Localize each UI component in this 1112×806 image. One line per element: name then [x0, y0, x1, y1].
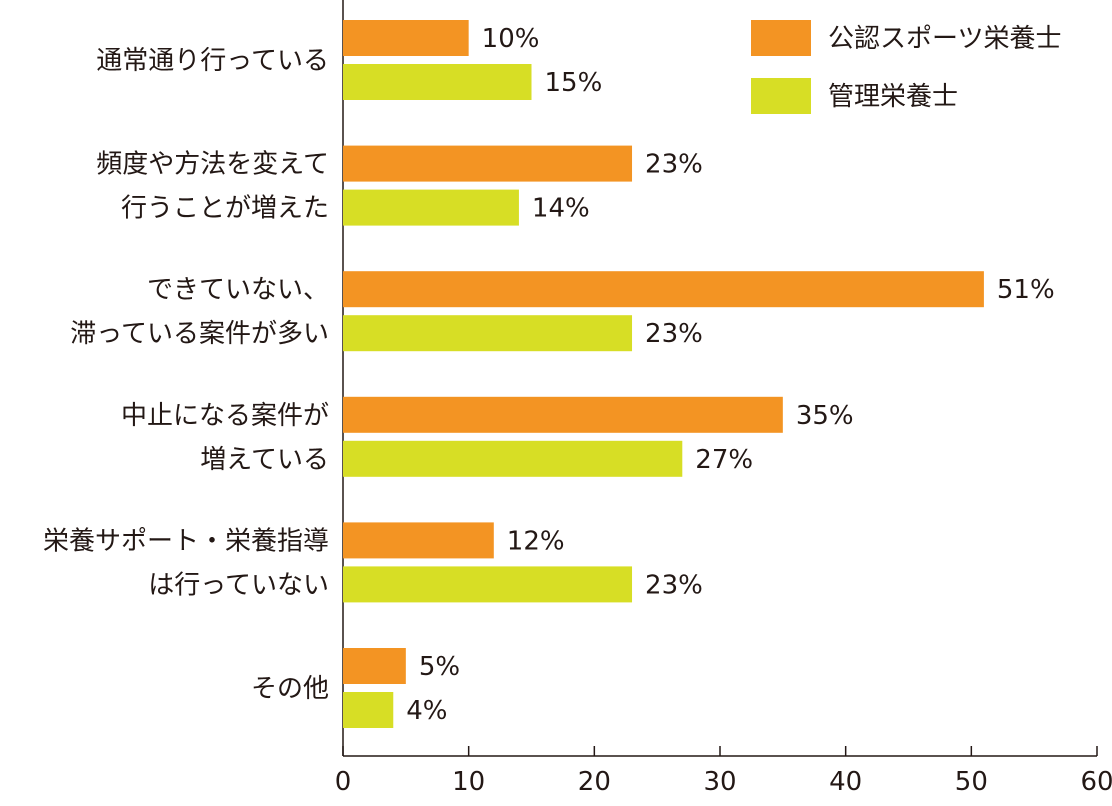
data-label: 23% [645, 319, 703, 349]
x-tick-label: 20 [578, 767, 611, 797]
x-tick-label: 0 [335, 767, 352, 797]
category-label: 頻度や方法を変えて [96, 150, 329, 180]
category-label: 滞っている案件が多い [70, 319, 329, 349]
data-label: 10% [482, 24, 540, 54]
data-label: 23% [645, 150, 703, 180]
category-labels: 通常通り行っている頻度や方法を変えて行うことが増えたできていない、滞っている案件… [43, 46, 329, 704]
category-label: その他 [251, 674, 329, 704]
legend-swatch [751, 20, 811, 56]
x-tick-label: 30 [703, 767, 736, 797]
bar-series-2 [343, 440, 683, 477]
bar-series-2 [343, 566, 633, 603]
category-label: は行っていない [148, 570, 329, 600]
bar-series-1 [343, 648, 406, 684]
data-label: 35% [796, 401, 854, 431]
x-tick-label: 40 [829, 767, 862, 797]
value-labels: 10%15% 23% 14% 51% 23% 35% 27% 12% 23% 5% 4% [406, 24, 1054, 726]
data-label: 51% [997, 275, 1055, 305]
legend-label: 公認スポーツ栄養士 [828, 24, 1061, 54]
data-label: 5% [419, 652, 460, 682]
data-label: 12% [507, 526, 565, 556]
legend-label: 管理栄養士 [828, 82, 958, 112]
bar-series-2 [343, 315, 633, 352]
axes [342, 0, 1097, 757]
category-label: 行うことが増えた [121, 194, 329, 224]
x-tick-label: 60 [1080, 767, 1112, 797]
bar-series-2 [343, 189, 519, 226]
data-label: 27% [695, 445, 753, 475]
bar-series-2 [343, 692, 394, 728]
category-label: 中止になる案件が [121, 401, 329, 431]
data-label: 14% [532, 194, 590, 224]
data-label: 23% [645, 570, 703, 600]
bar-series-1 [343, 20, 469, 56]
category-label: 増えている [200, 445, 329, 475]
bar-series-1 [343, 396, 783, 433]
data-label: 15% [545, 68, 603, 98]
category-label: 通常通り行っている [96, 46, 329, 76]
bar-series-1 [343, 522, 494, 559]
bar-series-1 [343, 271, 984, 308]
category-label: できていない、 [147, 275, 329, 305]
category-label: 栄養サポート・栄養指導 [43, 526, 329, 556]
bars [343, 20, 984, 728]
x-axis-ticks: 0 10 20 30 40 50 60 [335, 746, 1112, 797]
bar-series-1 [343, 145, 633, 182]
x-tick-label: 10 [452, 767, 485, 797]
x-tick-label: 50 [955, 767, 988, 797]
data-label: 4% [406, 696, 447, 726]
bar-series-2 [343, 64, 532, 100]
legend-swatch [751, 78, 811, 114]
